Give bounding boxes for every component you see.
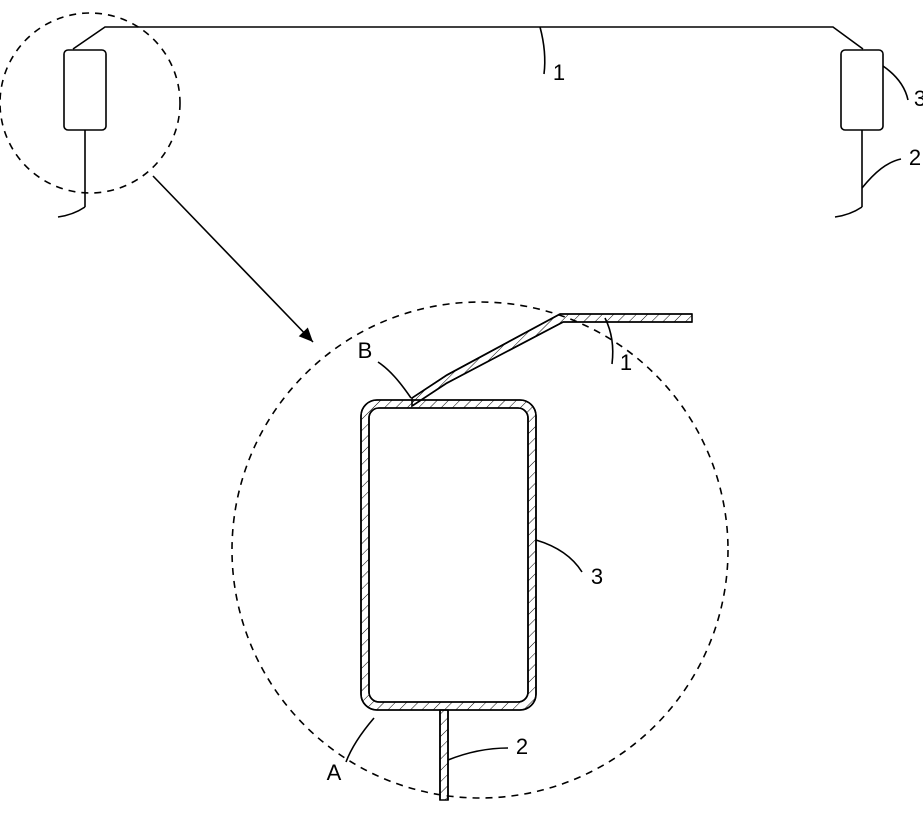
ref-3-top-label: 3 — [914, 86, 923, 111]
ground-curve-left — [58, 207, 85, 217]
ref-2-top-label: 2 — [909, 145, 921, 170]
cover-plate-1-top — [73, 27, 863, 49]
connector-tube-3-outline-outer — [361, 400, 536, 710]
cover-plate-1-outline-inner — [412, 322, 692, 406]
point-B-label: B — [358, 338, 373, 363]
point-A-label: A — [327, 760, 342, 785]
connector-tube-3-detail — [361, 400, 536, 710]
ref-3-detail-label: 3 — [591, 564, 603, 589]
ref-1-detail-leader — [605, 318, 613, 364]
ground-curve-right — [835, 207, 862, 217]
ref-3-top-leader — [883, 66, 908, 100]
connector-tube-3-right — [841, 50, 883, 130]
ref-1-top-label: 1 — [553, 60, 565, 85]
ref-1-top-leader — [540, 27, 545, 74]
ref-2-detail-leader — [448, 748, 508, 760]
ref-2-top-leader — [862, 159, 901, 188]
detail-leader-arrow-line — [153, 176, 313, 342]
ref-1-detail-label: 1 — [620, 350, 632, 375]
detail-view-circle — [232, 302, 728, 798]
point-B-leader — [378, 362, 411, 398]
connector-tube-3-left — [64, 50, 106, 130]
connector-tube-3-outline-inner — [369, 408, 528, 702]
support-stem-2-detail — [440, 710, 448, 800]
ref-2-detail-label: 2 — [516, 734, 528, 759]
point-A-leader — [346, 718, 374, 762]
ref-3-detail-leader — [536, 540, 582, 572]
detail-callout-circle-top — [0, 13, 180, 193]
